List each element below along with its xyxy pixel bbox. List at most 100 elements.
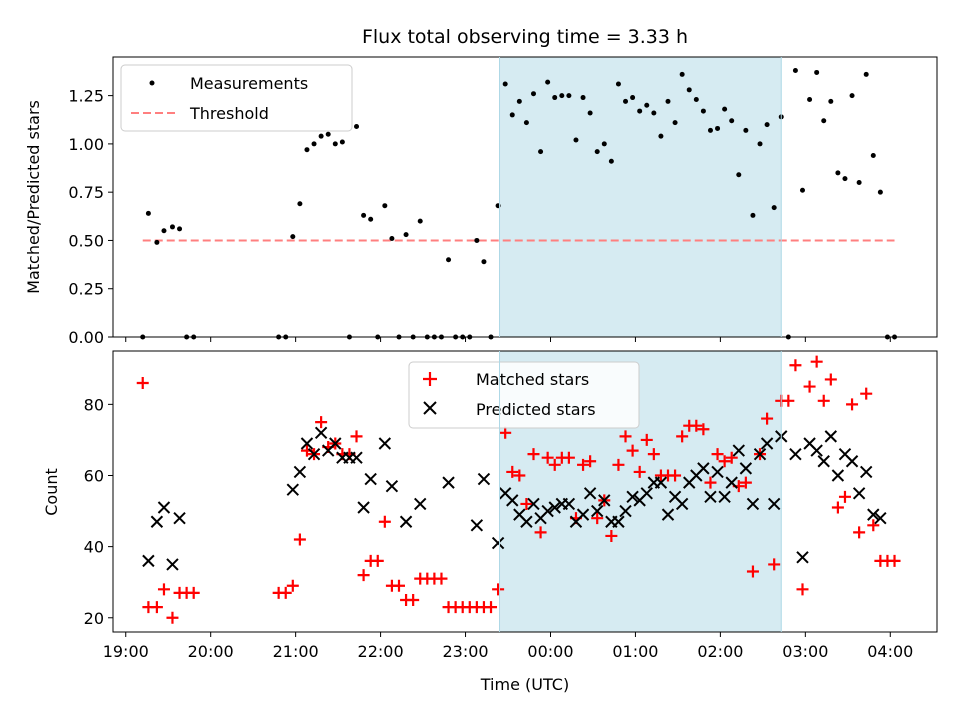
measurement-point	[821, 118, 827, 124]
predicted-point	[654, 476, 668, 489]
measurement-point	[849, 93, 855, 99]
legend-threshold-label: Threshold	[189, 104, 269, 123]
matched-point	[591, 512, 604, 525]
measurement-point	[623, 98, 629, 104]
matched-point	[768, 558, 781, 571]
matched-point	[584, 455, 597, 468]
predicted-point	[527, 497, 540, 511]
measurement-point	[389, 236, 395, 242]
predicted-point	[590, 504, 604, 518]
predicted-point	[718, 490, 731, 504]
matched-point	[136, 377, 149, 390]
matched-point	[357, 569, 370, 582]
x-tick-label: 19:00	[103, 642, 149, 661]
predicted-point	[711, 465, 724, 479]
matched-point	[704, 476, 717, 489]
predicted-point	[860, 465, 873, 479]
predicted-point	[704, 490, 717, 504]
measurement-point	[417, 218, 423, 224]
measurement-point	[290, 234, 296, 240]
matched-point	[492, 583, 505, 596]
measurement-point	[637, 108, 643, 114]
predicted-point	[477, 472, 491, 486]
predicted-point	[173, 511, 186, 525]
matched-point	[633, 465, 646, 478]
matched-point	[157, 583, 170, 596]
predicted-point	[364, 472, 377, 486]
top-panel: 0.00 0.25 0.50 0.75 1.00 1.25 Flux total obse…	[24, 26, 938, 347]
measurement-point	[580, 95, 586, 101]
x-tick-label: 23:00	[442, 642, 488, 661]
matched-point	[513, 469, 526, 482]
predicted-point	[626, 490, 639, 504]
predicted-point	[314, 426, 328, 440]
matched-point	[860, 387, 873, 400]
measurement-point	[729, 118, 735, 124]
predicted-point	[739, 462, 753, 475]
matched-point	[803, 380, 816, 393]
measurement-point	[757, 141, 763, 147]
measurement-point	[693, 96, 699, 102]
x-tick-label: 00:00	[527, 642, 573, 661]
matched-point	[725, 451, 738, 464]
top-x-ticks	[125, 337, 891, 342]
matched-point	[647, 448, 660, 461]
measurement-point	[502, 81, 508, 87]
predicted-point	[399, 515, 413, 528]
measurement-point	[814, 69, 820, 75]
predicted-point	[661, 508, 675, 521]
measurement-point	[177, 226, 183, 232]
predicted-point	[598, 494, 611, 507]
bottom-legend-box	[408, 361, 640, 429]
predicted-point	[732, 444, 745, 457]
matched-point	[371, 554, 384, 567]
measurement-point	[799, 187, 805, 193]
predicted-point	[845, 455, 859, 468]
measurement-point	[566, 93, 572, 99]
predicted-point	[697, 462, 710, 475]
measurement-point	[538, 149, 544, 155]
matched-point	[718, 455, 731, 468]
legend-measurements-marker	[149, 80, 155, 86]
y-tick-label: 60	[84, 466, 104, 485]
measurement-point	[828, 98, 834, 104]
measurement-point	[679, 71, 685, 77]
measurement-point	[382, 203, 388, 209]
matched-point	[867, 519, 880, 532]
y-tick-label: 0.00	[68, 328, 104, 347]
top-series	[140, 68, 898, 340]
matched-point	[846, 398, 859, 411]
measurement-point	[792, 68, 798, 74]
measurement-point	[516, 98, 522, 104]
predicted-point	[414, 497, 427, 511]
predicted-point	[852, 487, 866, 500]
bottom-y-axis: 20 40 60 80	[84, 395, 113, 628]
matched-point	[279, 586, 292, 599]
measurement-point	[361, 212, 367, 218]
predicted-point	[385, 479, 399, 493]
top-title: Flux total observing time = 3.33 h	[362, 26, 688, 48]
bottom-legend: Matched stars Predicted stars	[408, 361, 640, 429]
predicted-point	[329, 437, 342, 450]
predicted-point	[874, 511, 887, 525]
matched-point	[789, 359, 802, 372]
predicted-point	[300, 437, 314, 450]
measurement-point	[672, 120, 678, 126]
predicted-point	[753, 447, 767, 461]
top-frame	[112, 56, 938, 338]
x-tick-label: 02:00	[697, 642, 743, 661]
predicted-point	[506, 494, 519, 507]
measurement-point	[665, 98, 671, 104]
bottom-x-axis: 19:00 20:00 21:00 22:00 23:00 00:00 01:00 02:00…	[103, 632, 913, 661]
measurement-point	[325, 131, 331, 137]
measurement-point	[509, 112, 515, 118]
top-y-axis: 0.00 0.25 0.50 0.75 1.00 1.25	[68, 87, 113, 347]
matched-point	[541, 451, 554, 464]
matched-point	[838, 490, 851, 503]
predicted-point	[824, 430, 838, 443]
legend-matched-marker	[423, 372, 437, 386]
measurement-point	[545, 79, 551, 85]
measurement-point	[615, 81, 621, 87]
top-ylabel: Matched/Predicted stars	[24, 100, 43, 294]
predicted-point	[746, 497, 760, 511]
